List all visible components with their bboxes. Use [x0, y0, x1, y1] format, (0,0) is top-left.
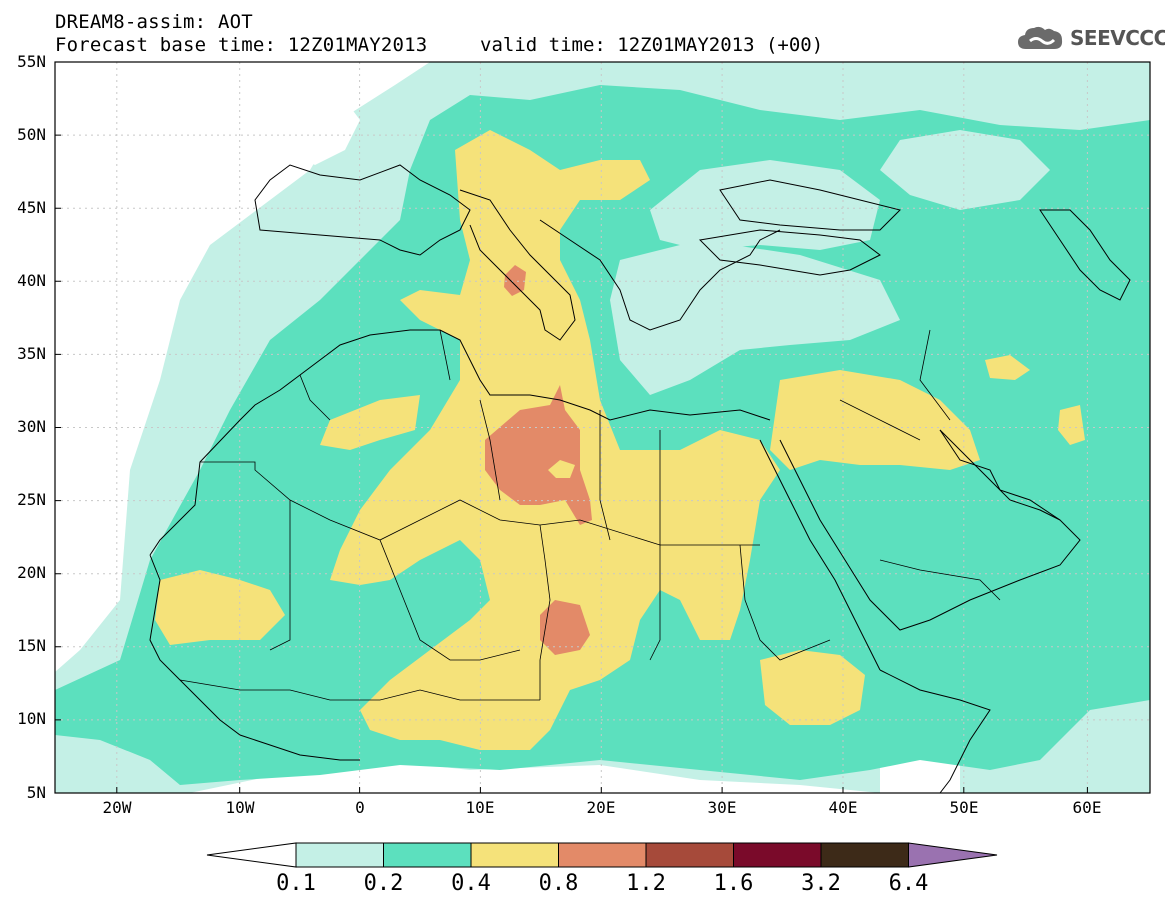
colorbar-label-6.4: 6.4 [888, 871, 929, 896]
lon-label-30e: 30E [707, 798, 737, 817]
colorbar-label-0.4: 0.4 [451, 871, 491, 896]
aot-band-0.4-ethiopia [760, 650, 865, 725]
coast-red-sea [759, 439, 881, 671]
low-area-balkans [650, 160, 880, 250]
coast-caspian [1039, 209, 1131, 301]
lon-label-50e: 50E [949, 798, 979, 817]
aot-band-0.4-arabia [770, 370, 980, 470]
colorbar-label-1.2: 1.2 [626, 871, 666, 896]
low-area-black-sea-east [880, 130, 1050, 210]
lon-label-10e: 10E [465, 798, 495, 817]
map-title: DREAM8-assim: AOT [55, 11, 253, 33]
low-area-med [610, 240, 900, 395]
colorbar-cell-2 [383, 842, 472, 868]
colorbar-cell-1 [295, 842, 384, 868]
colorbar-high-arrow [908, 842, 998, 868]
seevccc-logo: SEEVCCC [1016, 22, 1165, 54]
colorbar-label-0.8: 0.8 [538, 871, 579, 896]
coast-horn [879, 669, 991, 793]
lon-label-60e: 60E [1072, 798, 1102, 817]
colorbar-cell-5 [645, 842, 734, 868]
lat-label-40n: 40N [17, 271, 46, 290]
colorbar-label-3.2: 3.2 [801, 871, 841, 896]
colorbar-label-1.6: 1.6 [713, 871, 754, 896]
borders [179, 329, 1001, 701]
aot-field [55, 62, 1150, 793]
colorbar-label-0.2: 0.2 [363, 871, 404, 896]
colorbar-cell-3 [470, 842, 559, 868]
lon-label-0: 0 [355, 798, 365, 817]
valid-time: valid time: 12Z01MAY2013 (+00) [480, 34, 824, 56]
aot-band-0.4-iraq [985, 355, 1030, 380]
lon-label-10w: 10W [225, 798, 255, 817]
aot-band-0.8-libya [485, 385, 592, 525]
lat-label-10n: 10N [17, 709, 46, 728]
axis-ticks [55, 61, 1088, 794]
coast-persian-gulf [939, 429, 1061, 521]
lon-label-20e: 20E [586, 798, 616, 817]
logo-text: SEEVCCC [1070, 26, 1165, 50]
aot-band-0.4-atlas [320, 395, 420, 450]
aot-band-0.8-chad [540, 600, 590, 655]
cloud-icon [1018, 26, 1063, 49]
lat-lon-grid [55, 62, 1150, 793]
clear-area-nw [55, 62, 300, 650]
clear-area-france [275, 95, 360, 165]
colorbar-cell-6 [733, 842, 822, 868]
colorbar-low-arrow [206, 842, 297, 868]
lon-label-20w: 20W [102, 798, 132, 817]
aot-band-0.4-west [155, 570, 285, 645]
colorbar-cell-4 [558, 842, 647, 868]
aot-band-0.4-inner-libya [548, 460, 575, 478]
lat-label-55n: 55N [17, 52, 46, 71]
lat-label-15n: 15N [17, 636, 46, 655]
colorbar-cell-7 [820, 842, 909, 868]
coast-arabia [779, 429, 1081, 631]
coast-black-sea [719, 179, 901, 231]
forecast-base-time: Forecast base time: 12Z01MAY2013 [55, 34, 428, 56]
lat-label-20n: 20N [17, 563, 46, 582]
lat-label-35n: 35N [17, 344, 46, 363]
lon-label-40e: 40E [828, 798, 858, 817]
coast-iberia [254, 164, 471, 256]
coastlines [149, 164, 1131, 793]
lat-label-50n: 50N [17, 125, 46, 144]
aot-band-0.8-italy [504, 265, 526, 296]
coast-turkey [698, 229, 881, 276]
colorbar-label-0.1: 0.1 [276, 871, 316, 896]
aot-band-0.4-iran [1058, 405, 1085, 445]
coast-balkans [539, 219, 781, 331]
coast-italy [459, 189, 576, 341]
lat-label-5n: 5N [26, 783, 46, 802]
lat-label-25n: 25N [17, 490, 46, 509]
lat-label-45n: 45N [17, 198, 46, 217]
colorbar [206, 842, 998, 868]
lat-label-30n: 30N [17, 417, 46, 436]
